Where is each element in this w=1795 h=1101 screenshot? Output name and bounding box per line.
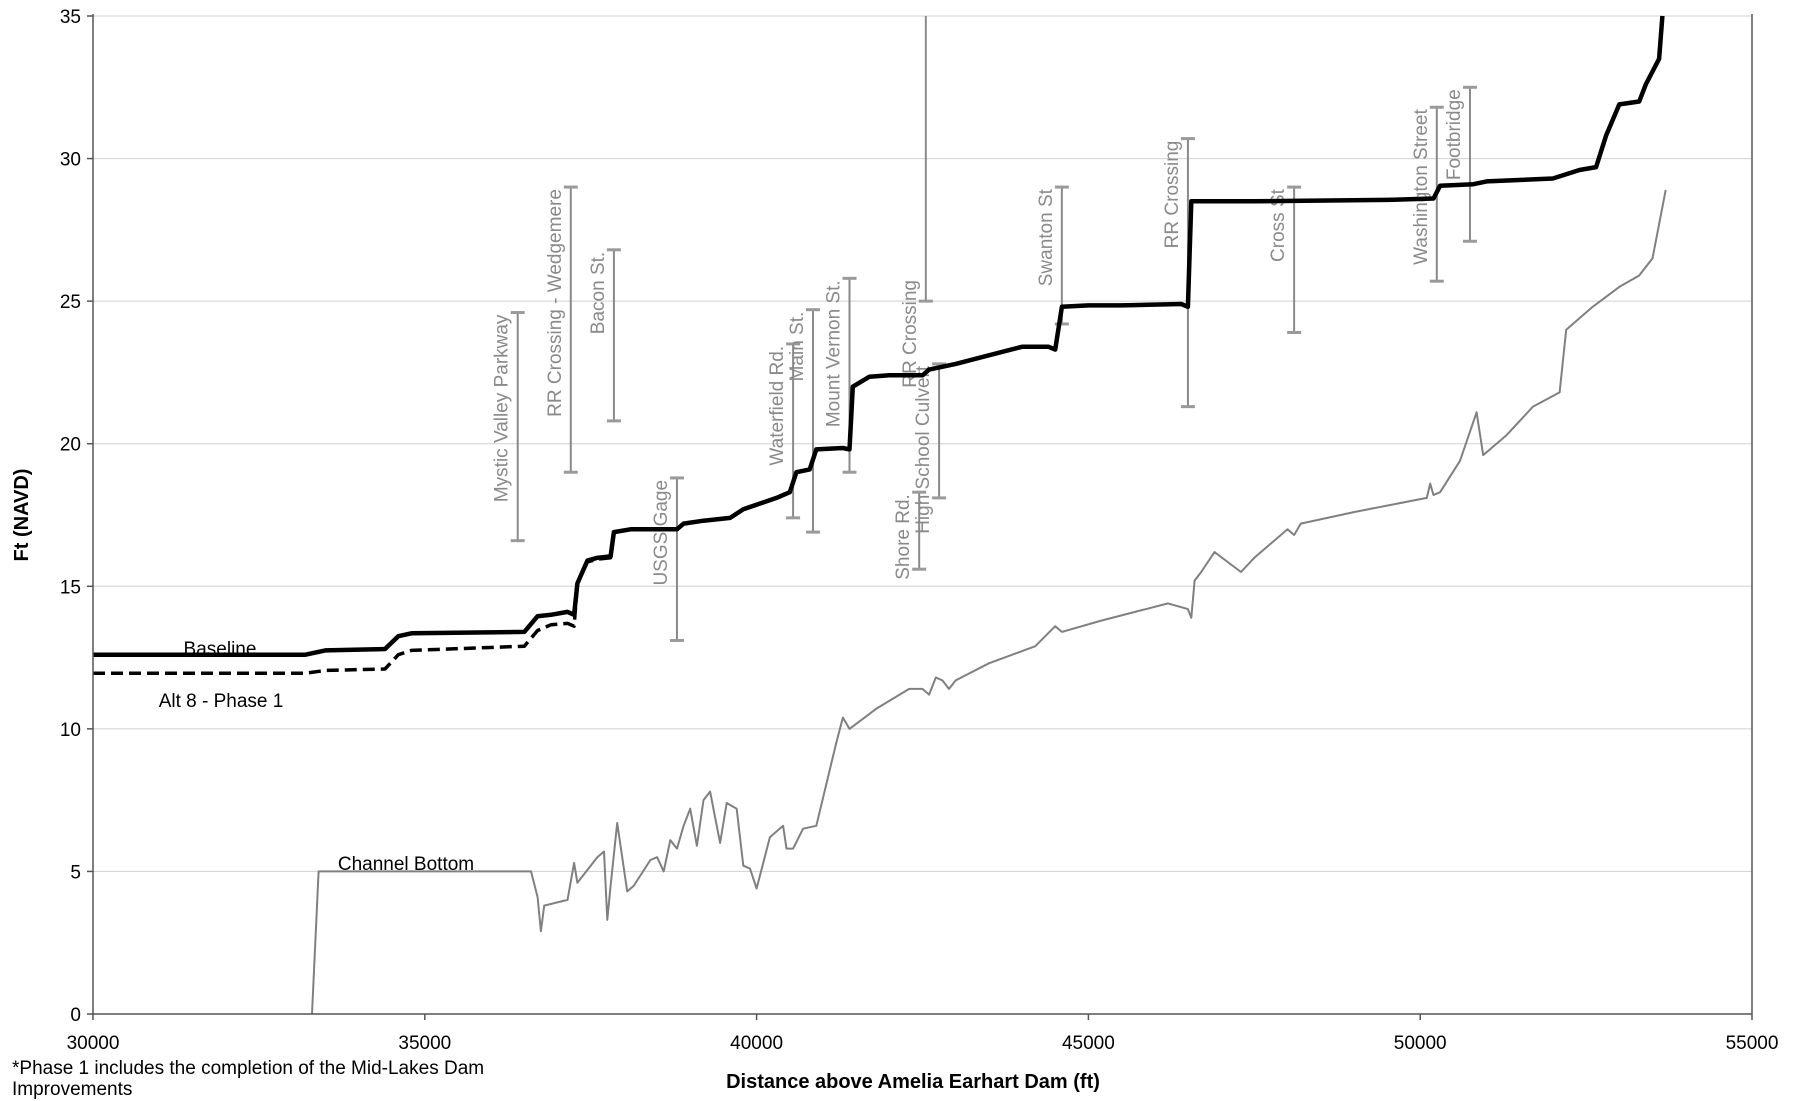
structure-marker xyxy=(912,490,927,571)
y-tick-label: 5 xyxy=(70,862,81,883)
structure-label: Cross St xyxy=(1268,188,1289,262)
structure-marker xyxy=(1054,185,1069,326)
series-label: Alt 8 - Phase 1 xyxy=(159,691,284,712)
y-tick-label: 35 xyxy=(60,7,81,28)
x-tick-label: 40000 xyxy=(730,1033,783,1054)
structure-marker xyxy=(918,16,933,303)
series-label: Baseline xyxy=(184,639,257,660)
y-tick-label: 20 xyxy=(60,435,81,456)
structure-marker xyxy=(932,362,947,500)
structure-label: Footbridge xyxy=(1444,89,1465,180)
series-lines xyxy=(93,15,1667,1015)
structure-marker xyxy=(1287,185,1302,335)
structure-label: Main St. xyxy=(787,312,808,382)
y-tick-label: 30 xyxy=(60,150,81,171)
structure-label: RR Crossing xyxy=(900,280,921,388)
axes: 0 5 10 15 20 25 30 35 30000 35000 40000 45000 50000 5… xyxy=(60,7,1779,1054)
x-tick-label: 35000 xyxy=(398,1033,451,1054)
series-line xyxy=(93,15,1665,676)
chart-labels: Distance above Amelia Earhart Dam (ft) Ft… xyxy=(11,469,1100,1093)
structure-marker xyxy=(1462,85,1477,243)
structure-marker xyxy=(806,308,821,534)
x-tick-label: 45000 xyxy=(1062,1033,1115,1054)
y-tick-label: 0 xyxy=(70,1005,81,1026)
structure-label: Swanton St xyxy=(1036,188,1057,286)
structure-markers: Mystic Valley Parkway RR Crossing - Wedge… xyxy=(492,16,1477,642)
y-tick-label: 25 xyxy=(60,292,81,313)
structure-label: Waterfield Rd. xyxy=(767,346,788,466)
structure-label: RR Crossing - Wedgemere xyxy=(545,189,566,417)
structure-marker xyxy=(563,185,578,474)
structure-label: RR Crossing xyxy=(1162,141,1183,249)
structure-marker xyxy=(510,311,525,543)
structure-label: USGS Gage xyxy=(651,480,672,586)
structure-label: Mount Vernon St. xyxy=(824,280,845,427)
structure-label: Bacon St. xyxy=(588,252,609,334)
x-tick-label: 50000 xyxy=(1394,1033,1447,1054)
structure-marker xyxy=(669,476,684,642)
structure-label: High School Culvert xyxy=(913,365,934,534)
x-tick-label: 55000 xyxy=(1726,1033,1779,1054)
structure-label: Mystic Valley Parkway xyxy=(492,314,513,502)
structure-marker xyxy=(606,248,621,423)
structure-label: Washington Street xyxy=(1411,109,1432,265)
structure-label: Shore Rd. xyxy=(893,494,914,580)
x-axis-title: Distance above Amelia Earhart Dam (ft) xyxy=(726,1071,1100,1093)
x-tick-label: 30000 xyxy=(67,1033,120,1054)
y-tick-label: 10 xyxy=(60,720,81,741)
y-tick-label: 15 xyxy=(60,577,81,598)
series-label: Channel Bottom xyxy=(338,854,474,875)
series-line xyxy=(311,189,1667,1015)
footnote: *Phase 1 includes the completion of the … xyxy=(12,1058,485,1100)
y-axis-title: Ft (NAVD) xyxy=(11,469,33,562)
